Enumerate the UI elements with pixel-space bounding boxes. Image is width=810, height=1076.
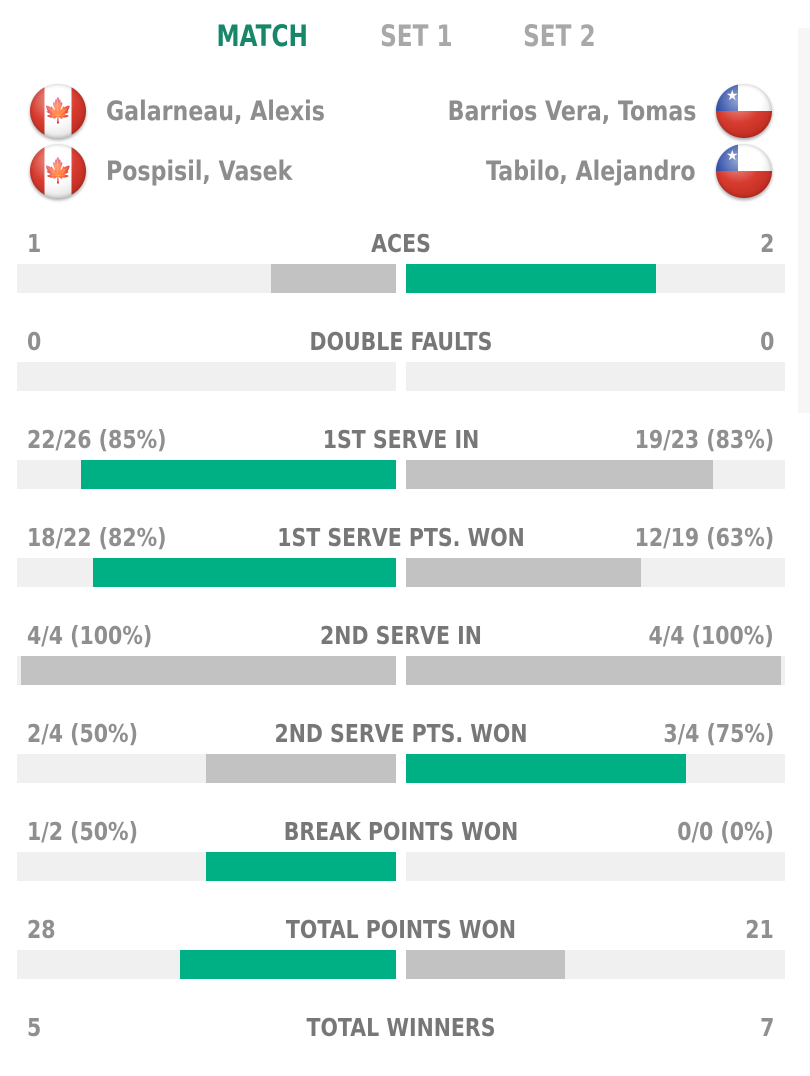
stat-label: BREAK POINTS WON: [283, 817, 519, 846]
stat-bar-right: [406, 950, 785, 979]
stat-left-value: 4/4 (100%): [27, 621, 153, 650]
stat-right-value: 2: [759, 229, 774, 258]
stat-right-value: 0/0 (0%): [677, 817, 774, 846]
stat-bar-left: [17, 754, 396, 783]
stat-bar-right-fill: [406, 754, 686, 783]
tab-match[interactable]: MATCH: [216, 19, 308, 53]
stat-bar-left: [17, 264, 396, 293]
stat-row: 1 ACES 2: [0, 226, 810, 324]
stat-right-value: 12/19 (63%): [634, 523, 774, 552]
stat-bar-left-fill: [271, 264, 396, 293]
stat-bar-left: [17, 852, 396, 881]
stat-label: TOTAL WINNERS: [306, 1013, 496, 1042]
player-name: Pospisil, Vasek: [106, 155, 293, 187]
canada-flag-icon: 🍁: [30, 144, 86, 198]
stat-bar-left: [17, 558, 396, 587]
stat-bar-right: [406, 264, 785, 293]
stat-bar-right: [406, 362, 785, 391]
tab-set-2[interactable]: SET 2: [523, 19, 596, 53]
stat-label: TOTAL POINTS WON: [285, 915, 517, 944]
stat-bar-right-fill: [406, 558, 641, 587]
stat-bar-left: [17, 362, 396, 391]
stat-bar-right-fill: [406, 950, 565, 979]
stats-tabs: MATCH SET 1 SET 2: [0, 14, 810, 58]
stat-left-value: 1/2 (50%): [27, 817, 138, 846]
stat-label: 1ST SERVE IN: [322, 425, 480, 454]
stat-bar-left-fill: [93, 558, 396, 587]
stat-bar-left: [17, 460, 396, 489]
stat-row: 2/4 (50%) 2ND SERVE PTS. WON 3/4 (75%): [0, 716, 810, 814]
stat-row: 18/22 (82%) 1ST SERVE PTS. WON 12/19 (63%): [0, 520, 810, 618]
stat-left-value: 18/22 (82%): [27, 523, 167, 552]
stat-left-value: 2/4 (50%): [27, 719, 138, 748]
stat-row: 22/26 (85%) 1ST SERVE IN 19/23 (83%): [0, 422, 810, 520]
stat-row: 4/4 (100%) 2ND SERVE IN 4/4 (100%): [0, 618, 810, 716]
stat-bar-left: [17, 656, 396, 685]
stat-right-value: 21: [745, 915, 774, 944]
stat-label: 1ST SERVE PTS. WON: [277, 523, 525, 552]
stat-label: ACES: [371, 229, 431, 258]
stat-right-value: 0: [759, 327, 774, 356]
stat-bar-left: [17, 950, 396, 979]
stat-bar-left-fill: [81, 460, 396, 489]
stat-bar-right: [406, 754, 785, 783]
stat-label: 2ND SERVE IN: [320, 621, 482, 650]
stat-row: 28 TOTAL POINTS WON 21: [0, 912, 810, 1010]
stat-left-value: 22/26 (85%): [27, 425, 167, 454]
player-name: Tabilo, Alejandro: [486, 155, 696, 187]
stat-bar-left-fill: [21, 656, 396, 685]
scrollbar[interactable]: [798, 28, 810, 413]
stat-bar-right: [406, 852, 785, 881]
stat-bar-left-fill: [206, 852, 396, 881]
stat-row: 5 TOTAL WINNERS 7: [0, 1010, 810, 1076]
stat-bar-left-fill: [206, 754, 396, 783]
tab-set-1[interactable]: SET 1: [380, 19, 454, 53]
stat-left-value: 5: [27, 1013, 42, 1042]
stat-bar-right-fill: [406, 656, 781, 685]
stat-right-value: 7: [759, 1013, 774, 1042]
chile-flag-icon: ★: [716, 144, 772, 198]
stat-bar-right-fill: [406, 460, 713, 489]
player-left-1: 🍁 Galarneau, Alexis: [30, 83, 373, 139]
stat-label: 2ND SERVE PTS. WON: [274, 719, 528, 748]
stat-bar-right: [406, 656, 785, 685]
stat-bar-left-fill: [180, 950, 396, 979]
stat-row: 1/2 (50%) BREAK POINTS WON 0/0 (0%): [0, 814, 810, 912]
player-name: Barrios Vera, Tomas: [447, 95, 696, 127]
stat-bar-right: [406, 460, 785, 489]
chile-flag-icon: ★: [716, 84, 772, 138]
stat-label: DOUBLE FAULTS: [309, 327, 493, 356]
stat-bar-right: [406, 558, 785, 587]
player-left-2: 🍁 Pospisil, Vasek: [30, 143, 333, 199]
stat-right-value: 3/4 (75%): [663, 719, 774, 748]
stat-right-value: 4/4 (100%): [648, 621, 774, 650]
stat-row: 0 DOUBLE FAULTS 0: [0, 324, 810, 422]
stat-left-value: 28: [27, 915, 56, 944]
stat-right-value: 19/23 (83%): [634, 425, 774, 454]
stat-left-value: 1: [27, 229, 42, 258]
player-right-2: ★ Tabilo, Alejandro: [440, 143, 772, 199]
player-name: Galarneau, Alexis: [106, 95, 325, 127]
player-right-1: ★ Barrios Vera, Tomas: [393, 83, 772, 139]
stat-left-value: 0: [27, 327, 42, 356]
canada-flag-icon: 🍁: [30, 84, 86, 138]
stat-bar-right-fill: [406, 264, 656, 293]
